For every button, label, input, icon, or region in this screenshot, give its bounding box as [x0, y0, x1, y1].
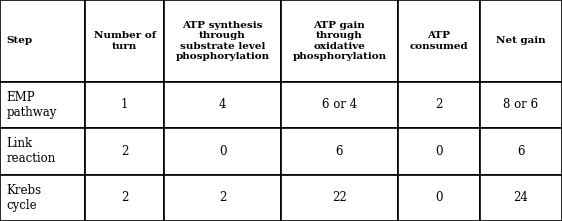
Bar: [85, 175, 164, 221]
Text: ATP gain
through
oxidative
phosphorylation: ATP gain through oxidative phosphorylati…: [292, 21, 387, 61]
Text: 8 or 6: 8 or 6: [504, 99, 538, 111]
Bar: [0, 175, 85, 221]
Text: 0: 0: [219, 145, 226, 158]
Bar: [480, 128, 562, 175]
Text: 1: 1: [121, 99, 128, 111]
Bar: [85, 0, 164, 82]
Text: 6 or 4: 6 or 4: [322, 99, 357, 111]
Bar: [164, 82, 281, 128]
Text: 6: 6: [336, 145, 343, 158]
Bar: [85, 128, 164, 175]
Bar: [398, 82, 480, 128]
Text: Net gain: Net gain: [496, 36, 546, 45]
Text: ATP
consumed: ATP consumed: [410, 31, 468, 51]
Bar: [480, 82, 562, 128]
Text: 22: 22: [332, 191, 347, 204]
Bar: [398, 0, 480, 82]
Bar: [164, 0, 281, 82]
Bar: [164, 175, 281, 221]
Text: 2: 2: [121, 145, 128, 158]
Bar: [398, 128, 480, 175]
Text: 2: 2: [435, 99, 442, 111]
Text: Number of
turn: Number of turn: [94, 31, 156, 51]
Bar: [281, 175, 398, 221]
Bar: [398, 175, 480, 221]
Text: 4: 4: [219, 99, 226, 111]
Bar: [281, 0, 398, 82]
Text: ATP synthesis
through
substrate level
phosphorylation: ATP synthesis through substrate level ph…: [175, 21, 270, 61]
Text: 2: 2: [219, 191, 226, 204]
Text: 0: 0: [435, 145, 443, 158]
Bar: [281, 82, 398, 128]
Bar: [164, 128, 281, 175]
Bar: [0, 82, 85, 128]
Text: Link
reaction: Link reaction: [7, 137, 56, 165]
Text: 6: 6: [517, 145, 525, 158]
Text: 24: 24: [514, 191, 528, 204]
Text: 2: 2: [121, 191, 128, 204]
Bar: [0, 128, 85, 175]
Bar: [0, 0, 85, 82]
Text: 0: 0: [435, 191, 443, 204]
Bar: [480, 0, 562, 82]
Text: Krebs
cycle: Krebs cycle: [7, 184, 42, 212]
Bar: [480, 175, 562, 221]
Text: EMP
pathway: EMP pathway: [7, 91, 57, 119]
Bar: [281, 128, 398, 175]
Text: Step: Step: [7, 36, 33, 45]
Bar: [85, 82, 164, 128]
